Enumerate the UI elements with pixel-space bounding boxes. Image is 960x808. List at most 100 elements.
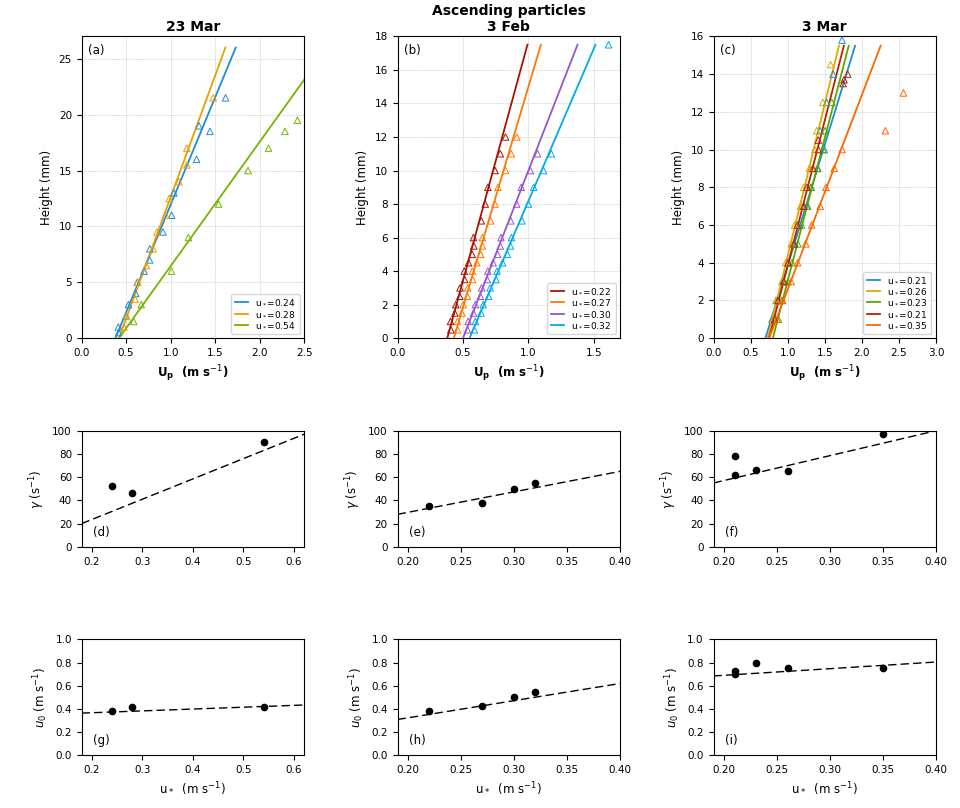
Point (491, 181, 506, 194)
Point (503, 147, 518, 160)
Point (836, 74, 852, 86)
X-axis label: u$_*$  (m s$^{-1}$): u$_*$ (m s$^{-1}$) (159, 781, 227, 797)
Point (203, 125, 218, 138)
Point (490, 265, 505, 278)
Point (128, 287, 143, 300)
Point (783, 276, 799, 288)
Point (500, 248, 516, 261)
Point (800, 181, 815, 194)
Y-axis label: $u_0$ (m s$^{-1}$): $u_0$ (m s$^{-1}$) (31, 667, 50, 728)
Point (475, 239, 491, 252)
Point (536, 164, 551, 177)
Point (835, 77, 851, 90)
Point (277, 125, 293, 138)
Point (522, 164, 538, 177)
Point (793, 200, 808, 213)
Point (804, 181, 819, 194)
Point (116, 321, 132, 334)
Point (480, 265, 495, 278)
Point (801, 200, 816, 213)
Point (164, 208, 180, 221)
Point (775, 294, 790, 307)
Point (130, 276, 145, 288)
Point (811, 143, 827, 156)
Title: Ascending particles
3 Feb: Ascending particles 3 Feb (432, 3, 586, 34)
Point (784, 256, 800, 269)
Point (454, 306, 469, 319)
Point (774, 294, 789, 307)
Point (776, 276, 791, 288)
Point (796, 200, 811, 213)
Point (826, 68, 841, 81)
Point (774, 276, 789, 288)
Y-axis label: Height (mm): Height (mm) (356, 149, 369, 225)
Point (794, 218, 809, 231)
Point (790, 218, 805, 231)
Point (780, 256, 796, 269)
X-axis label: u$_*$  (m s$^{-1}$): u$_*$ (m s$^{-1}$) (791, 781, 858, 797)
Point (792, 218, 807, 231)
Y-axis label: $u_0$ (m s$^{-1}$): $u_0$ (m s$^{-1}$) (348, 667, 366, 728)
Point (180, 231, 196, 244)
Point (488, 198, 503, 211)
Point (812, 200, 828, 213)
Text: (e): (e) (409, 526, 425, 539)
Point (180, 158, 195, 171)
Point (472, 290, 488, 303)
Point (818, 181, 833, 194)
Point (498, 131, 514, 144)
Point (804, 181, 819, 194)
Point (790, 256, 805, 269)
Point (460, 281, 475, 294)
Point (787, 238, 803, 250)
Point (473, 306, 489, 319)
Point (809, 124, 825, 137)
Point (802, 162, 817, 175)
Point (460, 290, 475, 303)
Point (461, 256, 476, 269)
Point (877, 124, 893, 137)
Point (467, 239, 482, 252)
Y-axis label: Height (mm): Height (mm) (40, 149, 53, 225)
Point (156, 225, 171, 238)
Point (543, 147, 559, 160)
Point (509, 198, 524, 211)
Point (158, 208, 174, 221)
Point (810, 162, 826, 175)
Point (493, 231, 509, 244)
Point (455, 298, 470, 311)
Point (480, 181, 495, 194)
Text: (g): (g) (93, 734, 109, 747)
Point (460, 323, 475, 336)
Point (473, 248, 489, 261)
Text: (a): (a) (88, 44, 105, 57)
Point (815, 143, 830, 156)
Point (205, 91, 221, 104)
Point (150, 225, 165, 238)
Point (804, 218, 820, 231)
Point (468, 315, 483, 328)
Point (520, 198, 536, 211)
Point (787, 218, 803, 231)
Point (530, 147, 545, 160)
Point (503, 239, 518, 252)
Point (515, 214, 530, 227)
Point (840, 68, 855, 81)
Point (118, 309, 133, 322)
Point (145, 242, 160, 255)
Text: (f): (f) (725, 526, 738, 539)
Point (765, 313, 780, 326)
Y-axis label: $\gamma$ (s$^{-1}$): $\gamma$ (s$^{-1}$) (27, 469, 47, 508)
Y-axis label: $u_0$ (m s$^{-1}$): $u_0$ (m s$^{-1}$) (663, 667, 682, 728)
Point (465, 273, 480, 286)
Point (486, 256, 501, 269)
Point (126, 315, 141, 328)
Point (142, 254, 157, 267)
Point (211, 198, 227, 211)
Point (769, 313, 784, 326)
Point (139, 259, 155, 272)
Text: (h): (h) (409, 734, 425, 747)
Point (817, 143, 832, 156)
Point (171, 175, 186, 188)
Point (810, 133, 826, 146)
